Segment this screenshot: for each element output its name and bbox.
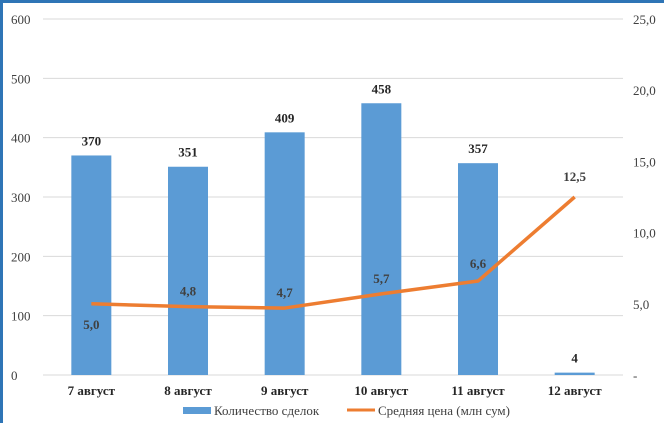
bar xyxy=(71,155,112,375)
x-tick-label: 7 август xyxy=(68,383,116,398)
line-series xyxy=(91,195,576,310)
x-tick-label: 8 август xyxy=(164,383,212,398)
x-tick-label: 11 август xyxy=(451,383,505,398)
y-tick-label: 600 xyxy=(11,12,31,27)
y-tick-label: 100 xyxy=(11,309,31,324)
x-tick-label: 9 август xyxy=(261,383,309,398)
line-value-label: 4,8 xyxy=(180,284,197,299)
y2-tick-label: 25,0 xyxy=(633,12,656,27)
bar xyxy=(554,372,595,375)
x-tick-label: 12 август xyxy=(548,383,603,398)
x-tick-label: 10 август xyxy=(354,383,409,398)
bar-value-label: 409 xyxy=(275,110,295,125)
bar-series xyxy=(71,103,595,376)
combo-chart: 0 100 200 300 400 500 600 - 5,0 10,0 15,0 20,0 25,0… xyxy=(11,12,656,418)
legend: Количество сделок Средняя цена (млн сум) xyxy=(183,403,510,418)
y-tick-label: 500 xyxy=(11,71,31,86)
legend-bar-swatch xyxy=(183,407,211,414)
bar xyxy=(264,132,305,375)
line-value-label: 4,7 xyxy=(277,285,294,300)
y-tick-label: 400 xyxy=(11,131,31,146)
line-value-label: 5,7 xyxy=(373,271,390,286)
y2-tick-label: 10,0 xyxy=(633,226,656,241)
y2-tick-label: 15,0 xyxy=(633,154,656,169)
y2-tick-label: - xyxy=(633,368,637,383)
legend-label-bars: Количество сделок xyxy=(214,403,320,418)
y-tick-label: 300 xyxy=(11,190,31,205)
line-value-label: 6,6 xyxy=(470,256,487,271)
y-tick-label: 0 xyxy=(11,368,18,383)
bar-data-labels: 370 351 409 458 357 4 xyxy=(82,81,579,365)
bar-value-label: 351 xyxy=(178,145,198,160)
right-axis-ticks: - 5,0 10,0 15,0 20,0 25,0 xyxy=(633,12,656,383)
bar-value-label: 357 xyxy=(468,141,488,156)
line-value-label: 5,0 xyxy=(83,317,99,332)
line-data-labels: 5,0 4,8 4,7 5,7 6,6 12,5 xyxy=(83,169,586,332)
bar-value-label: 370 xyxy=(82,133,102,148)
bar-value-label: 458 xyxy=(372,81,392,96)
gridlines xyxy=(43,18,623,376)
y2-tick-label: 20,0 xyxy=(633,83,656,98)
price-line xyxy=(91,195,576,310)
bar-value-label: 4 xyxy=(571,351,578,366)
bar xyxy=(361,103,402,376)
y-tick-label: 200 xyxy=(11,249,31,264)
bar xyxy=(168,166,208,375)
legend-label-line: Средняя цена (млн сум) xyxy=(378,403,510,418)
y2-tick-label: 5,0 xyxy=(633,297,649,312)
category-axis-labels: 7 август 8 август 9 август 10 август 11 авгу… xyxy=(68,383,603,398)
line-value-label: 12,5 xyxy=(563,169,586,184)
left-axis-ticks: 0 100 200 300 400 500 600 xyxy=(11,12,31,383)
